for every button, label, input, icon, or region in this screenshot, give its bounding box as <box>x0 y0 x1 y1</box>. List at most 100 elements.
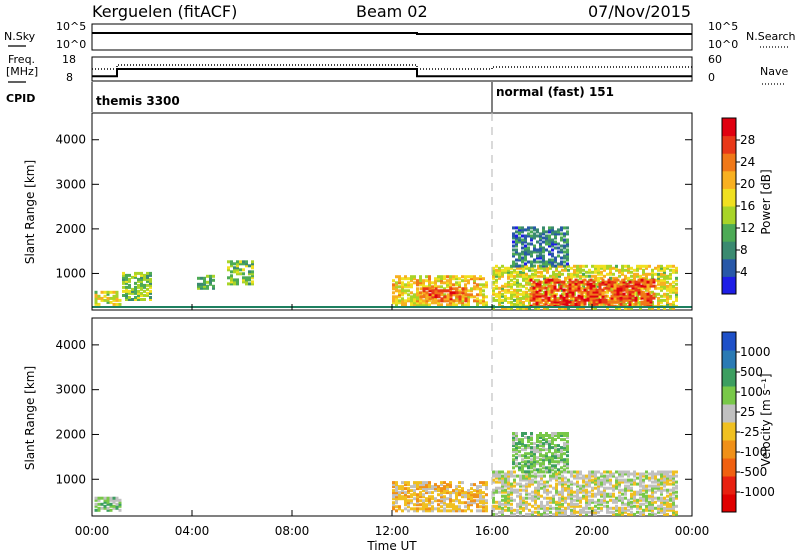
heatmap-cell <box>604 282 608 286</box>
heatmap-cell <box>498 286 501 290</box>
heatmap-cell <box>545 452 548 456</box>
heatmap-cell <box>206 284 209 288</box>
heatmap-cell <box>634 302 638 306</box>
heatmap-cell <box>663 484 666 488</box>
heatmap-cell <box>552 476 555 480</box>
heatmap-cell <box>492 266 495 270</box>
heatmap-cell <box>522 266 525 270</box>
heatmap-cell <box>538 286 542 290</box>
heatmap-cell <box>539 248 542 252</box>
heatmap-cell <box>560 446 563 450</box>
y-tick-label: 3000 <box>55 177 86 191</box>
heatmap-cell <box>525 506 528 510</box>
heatmap-cell <box>446 483 449 487</box>
heatmap-cell <box>604 280 608 284</box>
heatmap-cell <box>533 464 536 468</box>
heatmap-cell <box>528 480 531 484</box>
heatmap-cell <box>510 266 513 270</box>
heatmap-cell <box>534 494 537 498</box>
heatmap-cell <box>146 279 149 283</box>
heatmap-cell <box>473 285 476 289</box>
heatmap-cell <box>560 438 563 442</box>
heatmap-cell <box>600 484 603 488</box>
heatmap-cell <box>627 512 630 516</box>
heatmap-cell <box>675 294 678 298</box>
heatmap-cell <box>580 294 584 298</box>
heatmap-cell <box>539 232 542 236</box>
heatmap-cell <box>534 270 537 274</box>
heatmap-cell <box>603 268 606 272</box>
heatmap-cell <box>146 277 149 281</box>
heatmap-cell <box>549 274 552 278</box>
heatmap-cell <box>404 481 407 485</box>
heatmap-cell <box>588 510 591 514</box>
heatmap-cell <box>651 510 654 514</box>
heatmap-cell <box>561 264 564 268</box>
heatmap-cell <box>649 300 653 304</box>
heatmap-cell <box>492 282 495 286</box>
heatmap-cell <box>507 482 510 486</box>
heatmap-cell <box>495 472 498 476</box>
heatmap-cell <box>594 274 597 278</box>
heatmap-cell <box>616 286 620 290</box>
heatmap-cell <box>537 490 540 494</box>
heatmap-cell <box>558 274 561 278</box>
heatmap-cell <box>197 284 200 288</box>
heatmap-cell <box>672 498 675 502</box>
heatmap-cell <box>513 484 516 488</box>
heatmap-cell <box>251 262 254 266</box>
heatmap-cell <box>513 478 516 482</box>
heatmap-cell <box>563 234 566 238</box>
heatmap-cell <box>585 512 588 516</box>
heatmap-cell <box>530 438 533 442</box>
heatmap-cell <box>534 288 537 292</box>
heatmap-cell <box>455 489 458 493</box>
heatmap-cell <box>657 286 660 290</box>
heatmap-cell <box>534 486 537 490</box>
heatmap-cell <box>551 464 554 468</box>
heatmap-cell <box>245 262 248 266</box>
heatmap-cell <box>422 301 425 305</box>
heatmap-cell <box>431 287 434 291</box>
heatmap-cell <box>482 507 485 511</box>
heatmap-cell <box>541 286 545 290</box>
heatmap-cell <box>612 512 615 516</box>
heatmap-cell <box>446 289 450 293</box>
heatmap-cell <box>582 478 585 482</box>
heatmap-cell <box>672 488 675 492</box>
heatmap-cell <box>536 254 539 258</box>
heatmap-cell <box>548 442 551 446</box>
heatmap-cell <box>542 254 545 258</box>
heatmap-cell <box>482 289 485 293</box>
heatmap-cell <box>529 298 533 302</box>
heatmap-cell <box>554 464 557 468</box>
heatmap-cell <box>552 512 555 516</box>
heatmap-cell <box>539 470 542 474</box>
heatmap-cell <box>546 276 549 280</box>
heatmap-cell <box>401 277 404 281</box>
heatmap-cell <box>404 275 407 279</box>
heatmap-cell <box>134 273 137 277</box>
heatmap-cell <box>106 498 110 502</box>
heatmap-cell <box>551 436 554 439</box>
heatmap-cell <box>473 299 476 303</box>
heatmap-cell <box>549 504 552 508</box>
heatmap-cell <box>461 493 464 497</box>
heatmap-cell <box>554 460 557 464</box>
heatmap-cell <box>395 495 398 499</box>
heatmap-cell <box>600 302 603 306</box>
heatmap-cell <box>458 281 461 285</box>
heatmap-cell <box>588 498 591 502</box>
heatmap-cell <box>563 254 566 258</box>
heatmap-cell <box>419 493 422 497</box>
heatmap-cell <box>446 485 449 489</box>
heatmap-cell <box>610 280 614 284</box>
heatmap-cell <box>422 295 425 299</box>
heatmap-cell <box>492 290 495 294</box>
heatmap-cell <box>651 506 654 510</box>
heatmap-cell <box>540 504 543 508</box>
heatmap-cell <box>521 250 524 254</box>
heatmap-cell <box>618 470 621 474</box>
heatmap-cell <box>525 512 528 516</box>
heatmap-cell <box>574 282 578 286</box>
